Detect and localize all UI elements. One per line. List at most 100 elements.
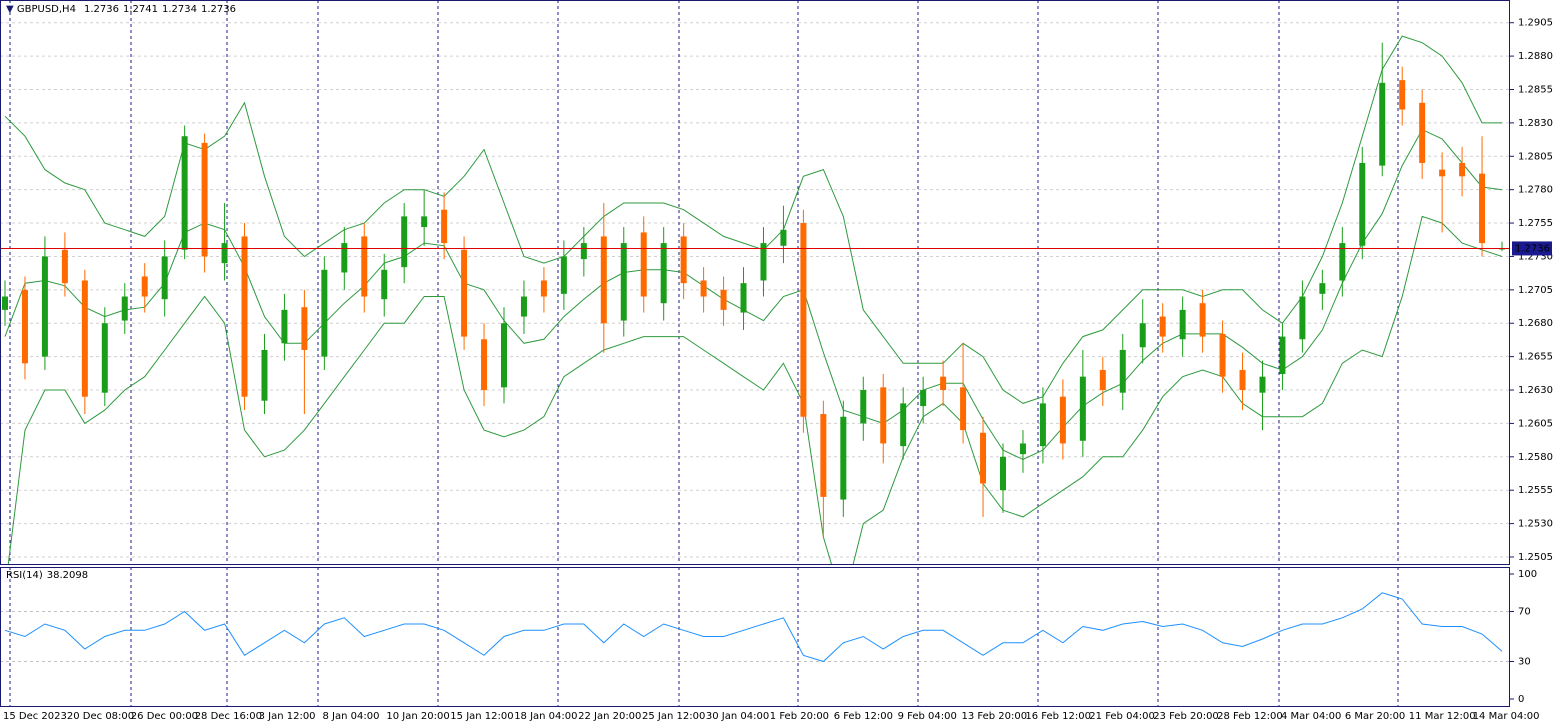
price-label-box <box>1512 241 1552 256</box>
candle-body <box>620 243 627 321</box>
x-tick-label: 3 Jan 12:00 <box>259 711 316 722</box>
candle-body <box>441 209 448 244</box>
x-tick-label: 13 Feb 20:00 <box>962 711 1028 722</box>
candle-body <box>301 307 308 350</box>
y-tick-label: 1.2830 <box>1518 118 1553 129</box>
candle-body <box>1319 283 1326 294</box>
rsi-frame <box>0 567 1510 707</box>
candle-body <box>820 414 827 497</box>
candle-body <box>980 432 987 484</box>
x-tick-label: 14 Mar 04:00 <box>1473 711 1540 722</box>
candle-body <box>1259 376 1266 393</box>
y-tick-label: 1.2705 <box>1518 285 1553 296</box>
x-tick-label: 30 Jan 04:00 <box>706 711 769 722</box>
y-tick-label: 1.2530 <box>1518 519 1553 530</box>
bollinger-upper <box>4 35 1502 404</box>
candle-body <box>920 390 927 407</box>
rsi-y-tick-label: 30 <box>1518 657 1531 668</box>
candle-body <box>880 387 887 444</box>
rsi-last: 38.2098 <box>47 570 88 581</box>
x-tick-label: 15 Dec 2023 <box>3 711 67 722</box>
candle-body <box>900 403 907 447</box>
y-tick-label: 1.2605 <box>1518 418 1553 429</box>
bollinger-lower <box>7 215 1503 565</box>
candle-body <box>1019 443 1026 455</box>
candle-body <box>61 249 68 284</box>
candle-body <box>540 280 547 297</box>
candle-body <box>481 339 488 391</box>
candle-body <box>241 236 248 397</box>
main-frame <box>0 0 1510 565</box>
candle-body <box>680 236 687 284</box>
candle-body <box>1399 80 1406 110</box>
y-tick-label: 1.2880 <box>1518 51 1553 62</box>
candle-body <box>421 216 428 228</box>
candle-body <box>640 232 647 297</box>
candle-body <box>101 323 108 393</box>
candle-body <box>800 223 807 417</box>
candle-body <box>1479 173 1486 244</box>
rsi-line <box>4 592 1503 663</box>
y-tick-label: 1.2630 <box>1518 385 1553 396</box>
chart-header: ▼ GBPUSD,H4 1.2736 1.2741 1.2734 1.2736 <box>6 4 236 15</box>
candle-body <box>1379 82 1386 166</box>
y-tick-label: 1.2580 <box>1518 452 1553 463</box>
candle-body <box>960 387 967 431</box>
x-tick-label: 4 Mar 04:00 <box>1281 711 1341 722</box>
candle-body <box>2 296 8 310</box>
y-tick-label: 1.2730 <box>1518 251 1553 262</box>
rsi-y-tick-label: 100 <box>1518 569 1537 580</box>
candle-body <box>1099 369 1106 391</box>
x-tick-label: 21 Feb 04:00 <box>1089 711 1155 722</box>
x-tick-label: 6 Feb 12:00 <box>834 711 893 722</box>
candle-body <box>261 349 268 401</box>
x-tick-label: 1 Feb 20:00 <box>770 711 829 722</box>
candle-body <box>401 216 408 268</box>
candle-body <box>1079 376 1086 441</box>
rsi-plot <box>4 592 1503 663</box>
candle-body <box>1179 309 1186 340</box>
candle-body <box>1119 349 1126 393</box>
y-tick-label: 1.2505 <box>1518 552 1553 563</box>
candle-body <box>121 296 128 321</box>
bollinger-middle <box>4 128 1503 461</box>
candle-body <box>361 236 368 297</box>
candle-body <box>341 243 348 273</box>
candle-body <box>840 416 847 500</box>
x-tick-label: 6 Mar 20:00 <box>1345 711 1405 722</box>
candle-body <box>1299 296 1306 340</box>
candle-body <box>1439 169 1446 177</box>
candle-body <box>1339 243 1346 281</box>
symbol: GBPUSD,H4 <box>17 4 76 15</box>
x-tick-label: 18 Jan 04:00 <box>514 711 577 722</box>
rsi-y-tick-label: 0 <box>1518 694 1524 705</box>
rsi-y-tick-label: 70 <box>1518 607 1531 618</box>
rsi-header: RSI(14) 38.2098 <box>6 570 88 581</box>
candle-body <box>1159 316 1166 337</box>
header-open: 1.2736 <box>84 4 119 15</box>
x-tick-label: 20 Dec 08:00 <box>67 711 134 722</box>
candle-body <box>501 323 507 388</box>
candle-body <box>1059 396 1066 444</box>
candle-body <box>940 376 947 391</box>
candle-body <box>281 309 288 344</box>
x-tick-label: 16 Feb 12:00 <box>1025 711 1091 722</box>
candle-body <box>1000 456 1006 491</box>
x-tick-label: 26 Dec 00:00 <box>131 711 198 722</box>
header-close: 1.2736 <box>201 4 236 15</box>
candle-body <box>1219 333 1226 377</box>
candle-body <box>1199 303 1206 337</box>
y-tick-label: 1.2805 <box>1518 151 1553 162</box>
candle-body <box>740 283 747 313</box>
candle-body <box>1279 336 1286 374</box>
y-tick-label: 1.2780 <box>1518 185 1553 196</box>
price-plot <box>2 35 1505 565</box>
x-tick-label: 9 Feb 04:00 <box>898 711 957 722</box>
candle-body <box>700 280 707 297</box>
x-tick-label: 28 Dec 16:00 <box>195 711 262 722</box>
candle-body <box>141 276 148 297</box>
y-tick-label: 1.2555 <box>1518 485 1553 496</box>
candle-body <box>720 289 727 310</box>
candle-body <box>860 390 867 424</box>
x-tick-label: 10 Jan 20:00 <box>386 711 449 722</box>
